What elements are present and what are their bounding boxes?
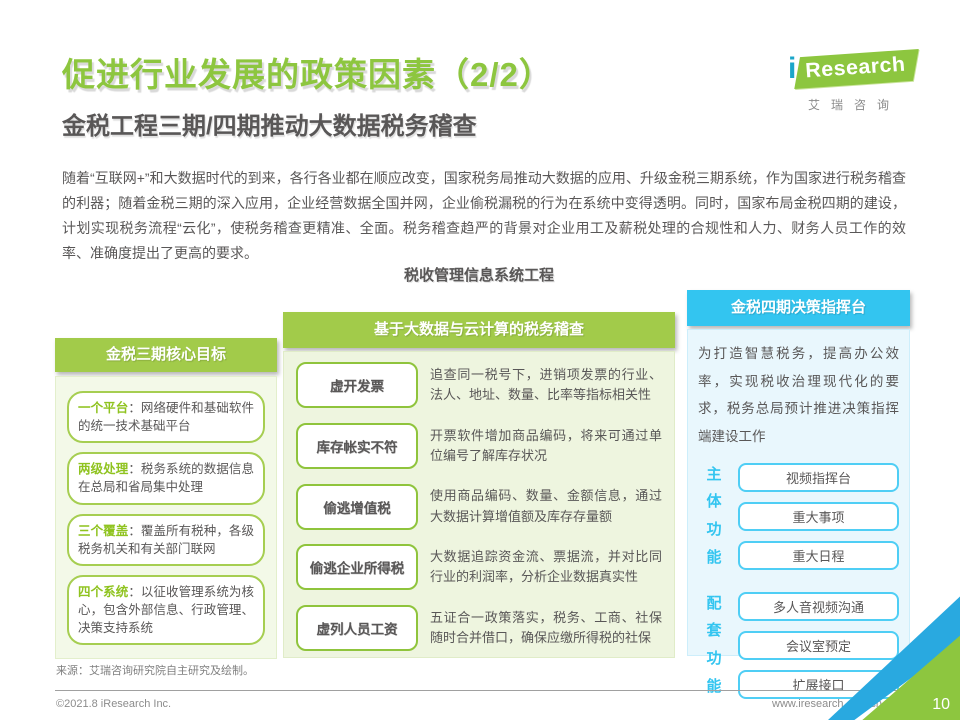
function-group-main: 主体功能 视频指挥台 重大事项 重大日程: [698, 461, 899, 572]
inspection-row: 库存帐实不符 开票软件增加商品编码，将来可通过单位编号了解库存状况: [296, 422, 662, 469]
logo-green-banner: Research: [794, 48, 919, 90]
inspection-row-desc: 大数据追踪资金流、票据流，并对比同行业的利润率，分析企业数据真实性: [430, 549, 662, 585]
goal-item-label: 三个覆盖: [78, 523, 129, 538]
corner-decoration: 10: [828, 594, 960, 720]
goal-item-label: 一个平台: [78, 401, 129, 415]
right-column-intro: 为打造智慧税务，提高办公效率，实现税收治理现代化的要求，税务总局预计推进决策指挥…: [698, 346, 899, 445]
intro-paragraph: 随着“互联网+”和大数据时代的到来，各行各业都在顺应改变，国家税务局推动大数据的…: [62, 170, 906, 261]
right-column-panel: 为打造智慧税务，提高办公效率，实现税收治理现代化的要求，税务总局预计推进决策指挥…: [687, 329, 910, 699]
function-boxes: 视频指挥台 重大事项 重大日程: [738, 462, 899, 570]
function-box: 重大事项: [738, 501, 899, 531]
inspection-row: 偷逃增值税 使用商品编码、数量、金额信息，通过大数据计算增值额及库存存量额: [296, 483, 662, 530]
source-note: 来源：艾瑞咨询研究院自主研究及绘制。: [56, 665, 254, 677]
inspection-row-desc: 五证合一政策落实，税务、工商、社保随时合并借口，确保应缴所得税的社保: [430, 609, 662, 645]
function-group-label: 配套功能: [706, 594, 722, 695]
goal-item-label: 四个系统: [78, 584, 129, 599]
right-column-golden-tax-4: 金税四期决策指挥台 为打造智慧税务，提高办公效率，实现税收治理现代化的要求，税务…: [687, 290, 910, 699]
logo-wordmark: Research: [804, 52, 907, 83]
middle-column-header: 基于大数据与云计算的税务稽查: [283, 312, 675, 348]
function-group-label: 主体功能: [706, 465, 722, 566]
inspection-row-label: 偷逃企业所得税: [296, 544, 418, 591]
left-column-golden-tax-3: 金税三期核心目标 一个平台：网络硬件和基础软件的统一技术基础平台 两级处理：税务…: [55, 338, 277, 659]
inspection-row: 偷逃企业所得税 大数据追踪资金流、票据流，并对比同行业的利润率，分析企业数据真实…: [296, 544, 662, 591]
page-number: 10: [932, 696, 950, 713]
goal-item: 一个平台：网络硬件和基础软件的统一技术基础平台: [67, 391, 265, 444]
inspection-row-desc: 使用商品编码、数量、金额信息，通过大数据计算增值额及库存存量额: [430, 488, 662, 524]
left-column-panel: 一个平台：网络硬件和基础软件的统一技术基础平台 两级处理：税务系统的数据信息在总…: [55, 376, 277, 659]
middle-column-tax-inspection: 基于大数据与云计算的税务稽查 虚开发票 追查同一税号下，进销项发票的行业、法人、…: [283, 312, 675, 658]
goal-item-text: ：覆盖所有税种，各级税务机关和有关部门联网: [78, 523, 254, 556]
function-box: 会议室预定: [738, 630, 899, 660]
function-box: 多人音视频沟通: [738, 591, 899, 621]
right-column-header: 金税四期决策指挥台: [687, 290, 910, 326]
footer-divider: [55, 690, 905, 691]
inspection-row-desc: 追查同一税号下，进销项发票的行业、法人、地址、数量、比率等指标相关性: [430, 366, 662, 402]
logo-chinese-name: 艾瑞咨询: [807, 98, 900, 112]
inspection-row-label: 虚开发票: [296, 362, 418, 408]
goal-item: 四个系统：以征收管理系统为核心，包含外部信息、行政管理、决策支持系统: [67, 574, 265, 646]
function-box: 视频指挥台: [738, 462, 899, 492]
function-box: 重大日程: [738, 540, 899, 570]
inspection-row: 虚列人员工资 五证合一政策落实，税务、工商、社保随时合并借口，确保应缴所得税的社…: [296, 605, 662, 651]
goal-item: 两级处理：税务系统的数据信息在总局和省局集中处理: [67, 452, 265, 505]
diagram-title: 税收管理信息系统工程: [403, 267, 554, 284]
goal-item-label: 两级处理: [78, 462, 129, 477]
inspection-row-desc: 开票软件增加商品编码，将来可通过单位编号了解库存状况: [430, 427, 662, 463]
logo-letter-i: i: [788, 52, 797, 85]
inspection-row-label: 虚列人员工资: [296, 605, 418, 651]
copyright-text: ©2021.8 iResearch Inc.: [56, 698, 172, 710]
left-column-header: 金税三期核心目标: [55, 338, 277, 372]
page-subtitle: 金税工程三期/四期推动大数据税务稽查: [62, 113, 477, 140]
goal-item: 三个覆盖：覆盖所有税种，各级税务机关和有关部门联网: [67, 513, 265, 566]
goal-item-text: ：以征收管理系统为核心，包含外部信息、行政管理、决策支持系统: [78, 584, 254, 635]
page-title: 促进行业发展的政策因素（2/2）: [62, 56, 553, 93]
goal-item-text: ：税务系统的数据信息在总局和省局集中处理: [78, 462, 254, 495]
inspection-row-label: 偷逃增值税: [296, 483, 418, 530]
inspection-row: 虚开发票 追查同一税号下，进销项发票的行业、法人、地址、数量、比率等指标相关性: [296, 362, 662, 408]
iresearch-logo: i Research 艾瑞咨询: [786, 48, 919, 113]
goal-item-text: ：网络硬件和基础软件的统一技术基础平台: [78, 401, 254, 434]
inspection-row-label: 库存帐实不符: [296, 422, 418, 469]
iresearch-logo-mark: i Research: [786, 48, 919, 90]
middle-column-panel: 虚开发票 追查同一税号下，进销项发票的行业、法人、地址、数量、比率等指标相关性 …: [283, 351, 675, 658]
